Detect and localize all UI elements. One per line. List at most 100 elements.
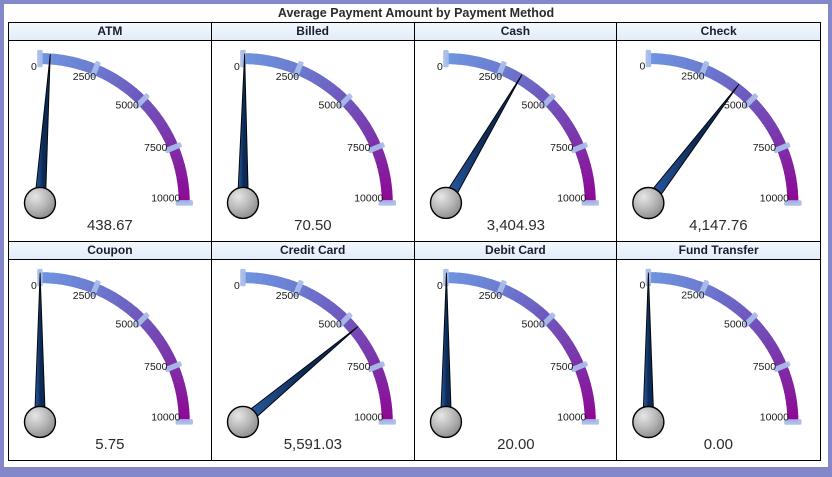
gauge-tick-label: 5000 <box>724 318 748 330</box>
gauge-hub <box>226 186 259 220</box>
gauge-chart-fund-transfer[interactable]: 0 2500 5000 7500 10000 0.00 <box>617 260 820 460</box>
gauge-tick-label: 10000 <box>151 194 180 205</box>
gauge-needle <box>439 272 452 423</box>
gauge-tick-label: 7500 <box>550 143 573 154</box>
gauge-panel-header: Fund Transfer <box>617 242 820 260</box>
gauge-tick-label: 2500 <box>681 290 705 302</box>
gauge-panel-header: Cash <box>414 23 617 41</box>
gauge-panel-title: Fund Transfer <box>678 243 759 257</box>
gauge-chart-credit-card[interactable]: 0 2500 5000 7500 10000 5,591.03 <box>212 260 414 460</box>
gauge-tick-label: 7500 <box>144 362 167 373</box>
gauge-value-label: 5.75 <box>95 436 124 453</box>
gauge-tick-mark <box>570 361 588 373</box>
gauge-panel-fund-transfer: Fund Transfer 0 2500 5000 7500 10000 0.00 <box>617 242 820 460</box>
gauge-tick-mark <box>784 419 802 425</box>
gauge-tick-label: 2500 <box>276 72 299 83</box>
gauge-tick-mark <box>292 60 304 79</box>
gauge-tick-label: 2500 <box>478 72 501 83</box>
gauge-tick-label: 5000 <box>318 100 341 111</box>
gauge-tick-label: 10000 <box>760 193 789 205</box>
gauge-needle <box>34 272 46 423</box>
gauge-panel-billed: Billed 0 2500 5000 7500 10000 70.50 <box>211 23 415 242</box>
gauge-tick-mark <box>337 93 353 109</box>
gauge-tick-label: 7500 <box>753 142 777 154</box>
gauge-tick-label: 10000 <box>557 194 586 205</box>
gauge-value-label: 70.50 <box>294 217 331 234</box>
gauge-panel-header: Billed <box>211 23 414 41</box>
gauge-needle <box>34 54 51 204</box>
gauge-tick-mark <box>378 200 396 206</box>
gauge-tick-label: 2500 <box>73 72 96 83</box>
gauge-panel-title: ATM <box>97 24 123 38</box>
gauge-tick-mark <box>581 200 599 206</box>
gauge-tick-mark <box>37 49 43 68</box>
gauge-tick-mark <box>540 93 555 109</box>
gauge-panel-coupon: Coupon 0 2500 5000 7500 10000 5.75 <box>9 242 212 460</box>
gauge-tick-mark <box>337 312 353 328</box>
gauge-tick-label: 5000 <box>521 319 544 330</box>
gauge-tick-mark <box>743 312 759 328</box>
gauge-panel-debit-card: Debit Card 0 2500 5000 7500 10000 20.00 <box>414 242 618 460</box>
gauge-tick-mark <box>784 200 802 206</box>
gauge-body: 0 2500 5000 7500 10000 5.75 <box>9 260 211 460</box>
gauge-tick-label: 10000 <box>557 413 586 424</box>
gauge-panel-header: Check <box>617 23 820 41</box>
gauge-panel-title: Coupon <box>87 243 133 257</box>
gauge-value-label: 20.00 <box>497 436 534 453</box>
gauge-tick-mark <box>134 93 150 109</box>
gauge-tick-mark <box>743 93 759 109</box>
gauge-hub <box>429 186 462 220</box>
gauge-tick-label: 2500 <box>478 291 501 302</box>
gauge-panel-title: Check <box>700 24 737 38</box>
gauge-tick-mark <box>164 142 182 154</box>
gauge-tick-label: 5000 <box>521 100 544 111</box>
gauge-tick-mark <box>239 268 246 287</box>
gauge-panel-header: Debit Card <box>414 242 617 260</box>
gauge-tick-label: 5000 <box>724 99 748 111</box>
gauge-chart-billed[interactable]: 0 2500 5000 7500 10000 70.50 <box>212 41 414 241</box>
gauge-panel-title: Debit Card <box>485 243 546 257</box>
gauge-tick-label: 7500 <box>347 362 370 373</box>
gauge-body: 0 2500 5000 7500 10000 3,404.93 <box>414 41 617 241</box>
gauge-tick-mark <box>698 279 710 298</box>
gauge-tick-mark <box>495 279 507 298</box>
gauge-chart-atm[interactable]: 0 2500 5000 7500 10000 438.67 <box>9 41 211 241</box>
dashboard-title: Average Payment Amount by Payment Method <box>277 6 555 20</box>
gauge-value-label: 438.67 <box>87 217 133 234</box>
gauge-tick-mark <box>292 279 304 298</box>
gauge-panel-title: Billed <box>296 24 329 38</box>
gauge-value-label: 3,404.93 <box>486 217 544 234</box>
gauge-hub <box>632 186 665 220</box>
gauge-panel-credit-card: Credit Card 0 2500 5000 7500 10000 5,591.03 <box>211 242 415 460</box>
gauge-tick-mark <box>773 142 791 154</box>
gauge-chart-check[interactable]: 0 2500 5000 7500 10000 4,147.76 <box>617 41 820 241</box>
gauge-tick-mark <box>175 419 193 425</box>
gauge-tick-label: 7500 <box>753 361 777 373</box>
gauge-tick-label: 2500 <box>73 291 96 302</box>
gauge-hub <box>226 405 259 439</box>
gauge-panel-header: ATM <box>9 23 211 41</box>
gauge-panel-check: Check 0 2500 5000 7500 10000 4,147.76 <box>617 23 820 242</box>
gauge-needle <box>643 84 740 207</box>
gauge-tick-mark <box>175 200 193 206</box>
gauge-hub <box>23 405 57 439</box>
gauge-needle <box>238 326 358 427</box>
gauge-tick-mark <box>164 361 182 373</box>
gauge-body: 0 2500 5000 7500 10000 438.67 <box>9 41 211 241</box>
gauge-grid: ATM 0 2500 5000 7500 10000 438.67 Billed 0 250… <box>8 22 821 461</box>
gauge-chart-debit-card[interactable]: 0 2500 5000 7500 10000 20.00 <box>415 260 617 460</box>
gauge-value-label: 0.00 <box>704 436 733 453</box>
gauge-tick-label: 0 <box>31 62 37 73</box>
gauge-hub <box>429 405 462 439</box>
gauge-tick-mark <box>645 49 652 68</box>
gauge-tick-label: 0 <box>640 280 646 292</box>
gauge-tick-label: 2500 <box>276 291 299 302</box>
gauge-chart-cash[interactable]: 0 2500 5000 7500 10000 3,404.93 <box>415 41 617 241</box>
gauge-tick-label: 5000 <box>318 319 341 330</box>
gauge-body: 0 2500 5000 7500 10000 5,591.03 <box>211 260 414 460</box>
gauge-tick-label: 0 <box>437 62 443 73</box>
gauge-tick-label: 5000 <box>116 319 139 330</box>
gauge-tick-label: 10000 <box>760 412 789 424</box>
gauge-chart-coupon[interactable]: 0 2500 5000 7500 10000 5.75 <box>9 260 211 460</box>
